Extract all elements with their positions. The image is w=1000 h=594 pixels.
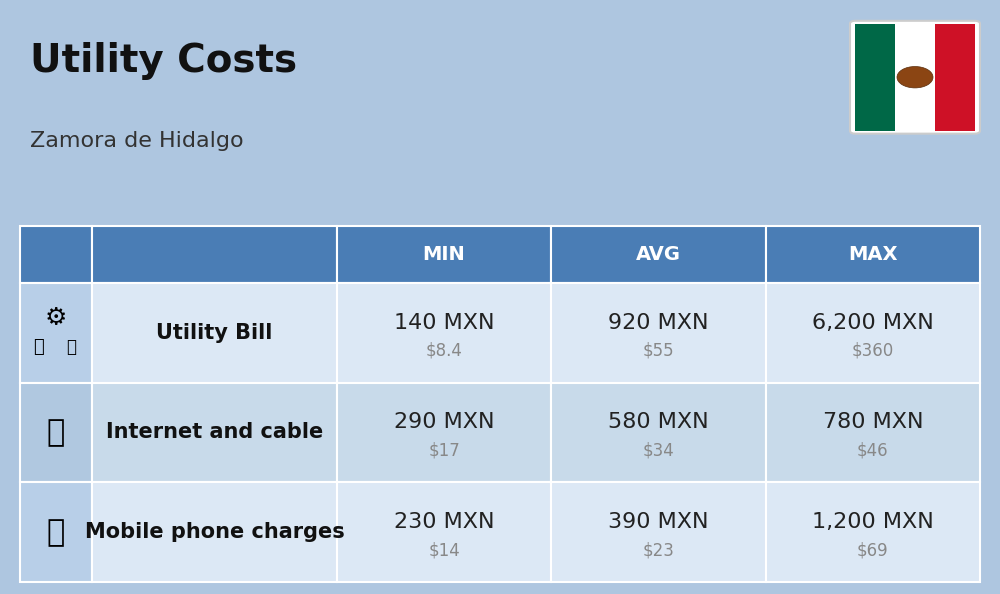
FancyBboxPatch shape <box>850 21 980 134</box>
Text: $23: $23 <box>642 541 674 559</box>
Bar <box>337 226 551 283</box>
Text: $17: $17 <box>428 441 460 459</box>
Bar <box>855 24 895 131</box>
Text: Utility Bill: Utility Bill <box>156 323 273 343</box>
Text: 920 MXN: 920 MXN <box>608 312 709 333</box>
Bar <box>337 283 551 383</box>
Bar <box>551 383 766 482</box>
Text: Zamora de Hidalgo: Zamora de Hidalgo <box>30 131 244 151</box>
Bar <box>20 482 92 582</box>
Text: 🏠: 🏠 <box>66 339 76 356</box>
Text: AVG: AVG <box>636 245 681 264</box>
Bar <box>92 383 337 482</box>
Bar <box>337 383 551 482</box>
Text: MAX: MAX <box>848 245 898 264</box>
Text: $8.4: $8.4 <box>426 342 462 359</box>
Text: $34: $34 <box>643 441 674 459</box>
Text: 1,200 MXN: 1,200 MXN <box>812 512 934 532</box>
Circle shape <box>897 67 933 88</box>
Text: MIN: MIN <box>423 245 465 264</box>
Text: 140 MXN: 140 MXN <box>394 312 494 333</box>
Bar <box>766 283 980 383</box>
Text: $46: $46 <box>857 441 889 459</box>
Bar <box>766 383 980 482</box>
Bar <box>337 482 551 582</box>
Bar <box>935 24 975 131</box>
Bar <box>551 482 766 582</box>
Text: 780 MXN: 780 MXN <box>823 412 923 432</box>
Text: 290 MXN: 290 MXN <box>394 412 494 432</box>
Bar <box>92 226 337 283</box>
Bar <box>551 226 766 283</box>
Bar <box>20 383 92 482</box>
Text: 6,200 MXN: 6,200 MXN <box>812 312 934 333</box>
Text: Internet and cable: Internet and cable <box>106 422 323 443</box>
Text: ⚙: ⚙ <box>45 306 67 330</box>
Text: 390 MXN: 390 MXN <box>608 512 709 532</box>
Text: $55: $55 <box>643 342 674 359</box>
Text: 230 MXN: 230 MXN <box>394 512 494 532</box>
Bar <box>92 283 337 383</box>
Text: 📱: 📱 <box>47 518 65 546</box>
Text: $360: $360 <box>852 342 894 359</box>
Text: Mobile phone charges: Mobile phone charges <box>85 522 344 542</box>
Bar <box>551 283 766 383</box>
Text: $69: $69 <box>857 541 889 559</box>
Bar <box>895 24 935 131</box>
Text: 📡: 📡 <box>47 418 65 447</box>
Bar <box>92 482 337 582</box>
Text: 🔌: 🔌 <box>33 339 43 356</box>
Bar <box>766 482 980 582</box>
Text: Utility Costs: Utility Costs <box>30 42 297 80</box>
Bar <box>20 226 92 283</box>
Bar <box>20 283 92 383</box>
Text: 580 MXN: 580 MXN <box>608 412 709 432</box>
Bar <box>766 226 980 283</box>
Text: $14: $14 <box>428 541 460 559</box>
